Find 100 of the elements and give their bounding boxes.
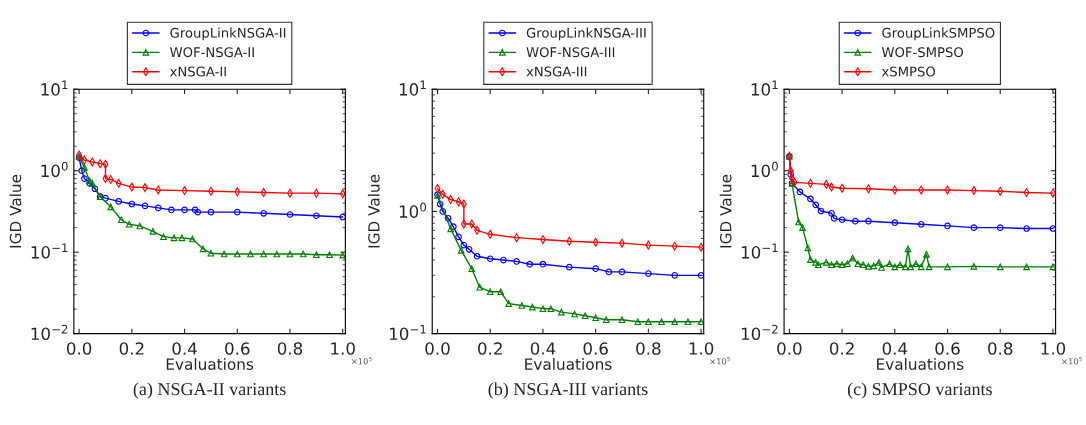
point: [1023, 188, 1030, 197]
point: [505, 300, 513, 307]
point: [476, 283, 484, 291]
point: [97, 159, 104, 169]
point: [487, 229, 494, 239]
point: [865, 263, 872, 270]
point: [81, 164, 88, 171]
legend-label: WOF-NSGA-III: [526, 47, 615, 58]
point: [923, 251, 930, 258]
y-tick-label: 10$^{1}$: [399, 80, 426, 96]
point: [497, 288, 505, 296]
point: [891, 219, 899, 227]
point: [851, 217, 859, 225]
point: [970, 263, 978, 270]
y-tick-label: 10$^{−2}$: [741, 324, 778, 341]
point: [168, 206, 175, 214]
point: [181, 186, 188, 196]
x-tick-label: 0.4: [530, 342, 556, 355]
point: [155, 185, 162, 195]
point: [181, 206, 188, 214]
point: [645, 270, 652, 277]
point: [286, 211, 294, 218]
point: [465, 245, 473, 253]
legend-label: xSMPSO: [881, 66, 936, 77]
point: [260, 188, 267, 197]
x-tick-label: 0.4: [172, 342, 197, 355]
point: [207, 249, 215, 257]
point: [891, 263, 899, 271]
point: [81, 155, 88, 165]
x-tick-label: 1.0: [331, 342, 355, 355]
point: [547, 305, 555, 313]
point: [996, 224, 1004, 231]
point: [865, 217, 872, 225]
text: (c) SMPSO variants: [847, 382, 992, 399]
point: [455, 197, 462, 207]
point: [125, 220, 133, 228]
point: [468, 219, 475, 229]
point: [807, 178, 814, 188]
point: [602, 316, 610, 324]
point: [115, 198, 122, 205]
y-tick-label: 10$^{−2}$: [31, 324, 68, 341]
point: [233, 208, 241, 216]
point: [645, 318, 652, 326]
legend-label: xNSGA-II: [169, 66, 226, 77]
text: ×10$^{5}$: [351, 356, 372, 365]
point: [918, 185, 925, 195]
point: [468, 265, 476, 273]
point: [128, 200, 136, 208]
legend-label: WOF-NSGA-II: [170, 47, 254, 58]
x-tick-label: 0.2: [119, 342, 144, 355]
point: [107, 175, 114, 184]
point: [102, 159, 109, 169]
point: [220, 250, 228, 258]
point: [234, 187, 241, 197]
point: [518, 302, 526, 309]
point: [870, 262, 878, 270]
point: [339, 189, 346, 199]
x-tick-label: 0.4: [882, 342, 908, 355]
x-tick-label: 0.8: [277, 342, 303, 355]
point: [970, 186, 977, 196]
y-axis-title: IGD Value: [719, 174, 732, 248]
point: [1023, 225, 1030, 232]
point: [565, 263, 573, 271]
point: [247, 250, 254, 258]
point: [671, 318, 679, 326]
x-tick-label: 0.6: [935, 342, 960, 355]
point: [149, 228, 157, 235]
point: [891, 185, 898, 195]
text: (b) NSGA-III variants: [488, 382, 648, 399]
text: ×10$^{5}$: [1062, 356, 1082, 365]
point: [233, 250, 241, 258]
point: [812, 201, 820, 209]
point: [539, 305, 547, 313]
point: [645, 240, 652, 250]
point: [455, 233, 462, 241]
y-tick-label: 10$^{−1}$: [741, 243, 778, 259]
y-tick-label: 10$^{1}$: [41, 80, 68, 96]
point: [804, 244, 812, 252]
point: [260, 209, 267, 217]
point: [513, 233, 520, 243]
point: [486, 288, 494, 296]
x-tick-label: 1.0: [1041, 342, 1066, 355]
point: [795, 218, 802, 226]
point: [313, 212, 320, 220]
legend-label: xNSGA-III: [526, 66, 587, 77]
point: [107, 203, 115, 211]
point: [859, 261, 867, 269]
legend-label: GroupLinkNSGA-III: [526, 27, 646, 41]
y-tick-label: 10$^{1}$: [751, 80, 778, 96]
point: [787, 166, 794, 176]
point: [339, 213, 346, 221]
x-axis-title: Evaluations: [877, 358, 964, 370]
point: [997, 186, 1004, 196]
point: [539, 260, 547, 268]
point: [838, 216, 846, 224]
x-tick-label: 0.2: [478, 342, 502, 355]
x-tick-label: 0.8: [988, 342, 1013, 355]
point: [912, 260, 920, 268]
point: [671, 241, 678, 251]
point: [189, 235, 196, 243]
